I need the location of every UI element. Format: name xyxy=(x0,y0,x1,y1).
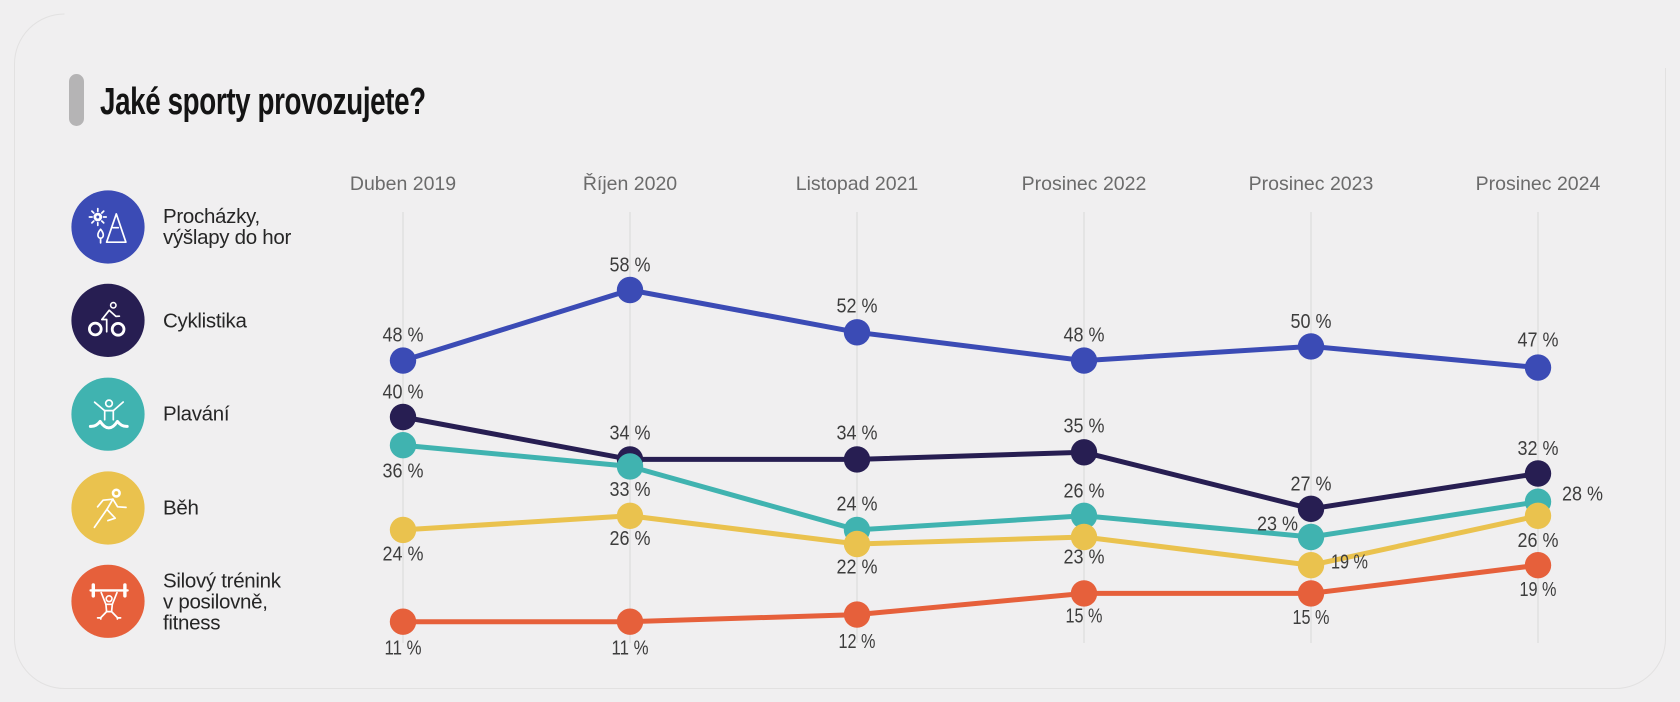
svg-text:24 %: 24 % xyxy=(383,544,424,566)
svg-text:34 %: 34 % xyxy=(610,423,651,445)
svg-text:22 %: 22 % xyxy=(837,557,878,579)
svg-text:26 %: 26 % xyxy=(1064,481,1105,503)
svg-text:15 %: 15 % xyxy=(1293,607,1330,629)
svg-text:23 %: 23 % xyxy=(1257,514,1298,536)
svg-text:32 %: 32 % xyxy=(1518,438,1559,460)
svg-text:40 %: 40 % xyxy=(383,382,424,404)
svg-text:35 %: 35 % xyxy=(1064,416,1105,438)
svg-text:52 %: 52 % xyxy=(837,296,878,318)
svg-text:47 %: 47 % xyxy=(1518,330,1559,352)
svg-text:12 %: 12 % xyxy=(839,631,876,653)
svg-text:26 %: 26 % xyxy=(1518,530,1559,552)
svg-text:19 %: 19 % xyxy=(1520,579,1557,601)
svg-text:11 %: 11 % xyxy=(612,638,649,660)
svg-text:27 %: 27 % xyxy=(1291,474,1332,496)
svg-text:48 %: 48 % xyxy=(1064,325,1105,347)
svg-text:23 %: 23 % xyxy=(1064,547,1105,569)
svg-text:15 %: 15 % xyxy=(1066,606,1103,628)
svg-text:34 %: 34 % xyxy=(837,423,878,445)
svg-text:24 %: 24 % xyxy=(837,494,878,516)
svg-text:19 %: 19 % xyxy=(1331,552,1368,574)
svg-text:50 %: 50 % xyxy=(1291,311,1332,333)
svg-text:26 %: 26 % xyxy=(610,528,651,550)
svg-text:48 %: 48 % xyxy=(383,325,424,347)
svg-text:33 %: 33 % xyxy=(610,479,651,501)
svg-text:36 %: 36 % xyxy=(383,461,424,483)
svg-text:28 %: 28 % xyxy=(1562,484,1603,506)
svg-text:58 %: 58 % xyxy=(610,255,651,277)
svg-text:11 %: 11 % xyxy=(385,638,422,660)
